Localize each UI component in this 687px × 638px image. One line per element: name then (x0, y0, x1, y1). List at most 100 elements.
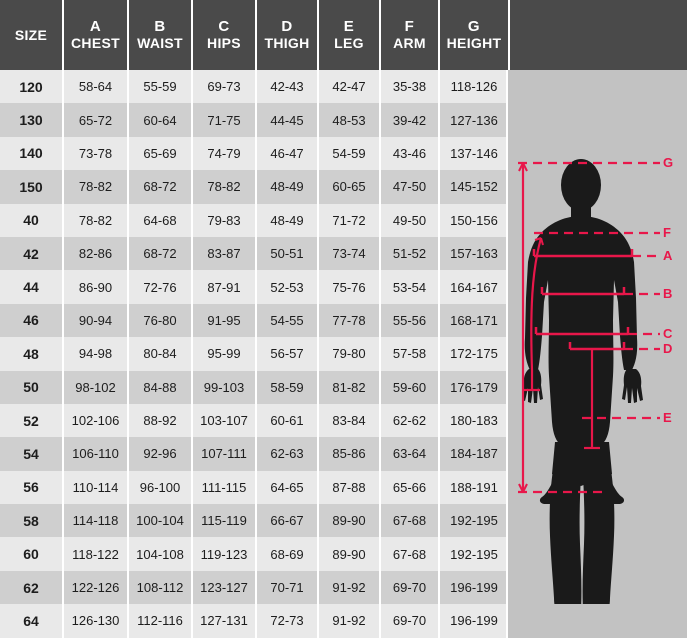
column-divider (438, 604, 440, 638)
header-cell-waist: B WAIST (129, 0, 191, 70)
table-row[interactable]: 40 78-82 64-68 79-83 48-49 71-72 49-50 150-156 (0, 203, 508, 237)
column-divider (317, 337, 319, 371)
cell-thigh: 60-61 (270, 413, 304, 429)
column-divider (379, 570, 381, 605)
cell-thigh: 54-55 (270, 312, 304, 328)
column-divider (317, 203, 319, 237)
column-divider (191, 303, 193, 338)
table-row[interactable]: 150 78-82 68-72 78-82 48-49 60-65 47-50 145-152 (0, 170, 508, 204)
cell-size: 140 (19, 145, 43, 162)
table-row[interactable]: 64 126-130 112-116 127-131 72-73 91-92 69-70 19… (0, 604, 508, 638)
cell-size: 54 (23, 445, 39, 462)
table-row[interactable]: 120 58-64 55-59 69-73 42-43 42-47 35-38 118-126 (0, 70, 508, 104)
cell-chest: 90-94 (78, 312, 113, 328)
column-divider (317, 470, 319, 505)
header-height-letter: G (467, 17, 481, 35)
header-size-label: SIZE (14, 26, 48, 43)
cell-waist: 65-69 (143, 145, 177, 161)
column-divider (255, 504, 257, 538)
column-divider (62, 170, 64, 204)
label-g: G (663, 155, 674, 170)
column-divider (506, 537, 508, 571)
column-divider (127, 337, 129, 371)
cell-size: 56 (23, 479, 39, 496)
cell-size: 60 (23, 546, 39, 563)
column-divider (127, 70, 129, 104)
cell-height: 164-167 (450, 279, 498, 295)
column-divider (127, 570, 129, 605)
column-divider (127, 203, 129, 237)
table-row[interactable]: 54 106-110 92-96 107-111 62-63 85-86 63-64 184-… (0, 437, 508, 471)
column-divider (255, 470, 257, 505)
column-divider (438, 136, 440, 171)
header-waist-letter: B (154, 17, 166, 35)
cell-leg: 79-80 (332, 346, 366, 362)
cell-leg: 83-84 (332, 413, 366, 429)
cell-chest: 126-130 (71, 613, 120, 629)
column-divider (255, 303, 257, 338)
table-row[interactable]: 44 86-90 72-76 87-91 52-53 75-76 53-54 164-167 (0, 270, 508, 304)
table-row[interactable]: 46 90-94 76-80 91-95 54-55 77-78 55-56 168-171 (0, 303, 508, 338)
column-divider (506, 170, 508, 204)
column-divider (379, 303, 381, 338)
column-divider (127, 270, 129, 304)
column-divider (255, 236, 257, 271)
table-row[interactable]: 50 98-102 84-88 99-103 58-59 81-82 59-60 176-17… (0, 370, 508, 404)
cell-arm: 67-68 (392, 513, 427, 529)
table-row[interactable]: 56 110-114 96-100 111-115 64-65 87-88 65-66 188… (0, 470, 508, 505)
column-divider (317, 136, 319, 171)
cell-thigh: 44-45 (270, 112, 304, 128)
column-divider (127, 103, 129, 137)
cell-size: 40 (23, 212, 39, 229)
cell-height: 150-156 (450, 212, 498, 228)
table-row[interactable]: 130 65-72 60-64 71-75 44-45 48-53 39-42 127-136 (0, 103, 508, 137)
column-divider (317, 70, 319, 104)
column-divider (317, 604, 319, 638)
column-divider (62, 537, 64, 571)
cell-hips: 115-119 (201, 513, 247, 529)
cell-leg: 77-78 (332, 312, 366, 328)
column-divider (438, 470, 440, 505)
column-divider (379, 337, 381, 371)
cell-waist: 92-96 (143, 446, 177, 462)
column-divider (317, 403, 319, 438)
table-row[interactable]: 60 118-122 104-108 119-123 68-69 89-90 67-68 19… (0, 537, 508, 571)
cell-waist: 88-92 (143, 413, 177, 429)
cell-thigh: 48-49 (270, 212, 304, 228)
table-row[interactable]: 58 114-118 100-104 115-119 66-67 89-90 67-68 19… (0, 504, 508, 538)
header-divider (508, 0, 510, 70)
header-height-label: HEIGHT (446, 34, 502, 51)
table-row[interactable]: 140 73-78 65-69 74-79 46-47 54-59 43-46 137-146 (0, 136, 508, 171)
thigh-line-ticks (568, 342, 626, 349)
column-divider (506, 370, 508, 404)
table-row[interactable]: 42 82-86 68-72 83-87 50-51 73-74 51-52 157-163 (0, 236, 508, 271)
column-divider (438, 303, 440, 338)
cell-waist: 68-72 (143, 179, 177, 195)
column-divider (438, 70, 440, 104)
label-b: B (663, 286, 673, 301)
cell-thigh: 46-47 (270, 145, 304, 161)
column-divider (506, 604, 508, 638)
column-divider (317, 504, 319, 538)
label-d: D (663, 341, 673, 356)
column-divider (62, 270, 64, 304)
column-divider (191, 437, 193, 471)
cell-chest: 94-98 (78, 346, 113, 362)
cell-chest: 98-102 (75, 379, 116, 395)
chest-line-ticks (532, 249, 634, 256)
column-divider (127, 236, 129, 271)
label-e: E (663, 410, 672, 425)
table-row[interactable]: 52 102-106 88-92 103-107 60-61 83-84 62-62 180-… (0, 403, 508, 438)
cell-chest: 82-86 (78, 246, 113, 262)
column-divider (438, 103, 440, 137)
table-row[interactable]: 48 94-98 80-84 95-99 56-57 79-80 57-58 172-175 (0, 337, 508, 371)
label-a: A (663, 248, 673, 263)
table-row[interactable]: 62 122-126 108-112 123-127 70-71 91-92 69-70 19… (0, 570, 508, 605)
column-divider (438, 337, 440, 371)
cell-hips: 79-83 (207, 212, 241, 228)
column-divider (506, 437, 508, 471)
header-cell-arm: F ARM (381, 0, 438, 70)
cell-leg: 75-76 (332, 279, 366, 295)
cell-thigh: 52-53 (270, 279, 304, 295)
cell-thigh: 68-69 (270, 546, 304, 562)
